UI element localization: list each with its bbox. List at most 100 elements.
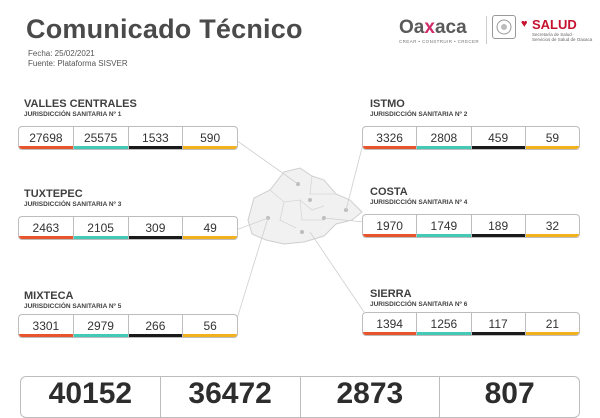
region-stat-cell: 2979 [72,315,128,337]
region-stats-box: 1394 1256 117 21 [362,312,580,336]
region-stat-cell: 1749 [416,215,471,237]
region-stat-value: 2979 [87,319,114,333]
region-stat-value: 590 [200,131,221,145]
salud-word: SALUD [532,17,577,32]
region-header: SIERRA JURISDICCIÓN SANITARIA Nº 6 [370,288,586,308]
page-title: Comunicado Técnico [26,14,303,44]
region-stat-value: 2808 [430,131,458,145]
region-stat-cell: 3301 [19,315,73,337]
stat-color-bar [417,234,471,237]
region-stat-cell: 189 [470,215,525,237]
region-jurisdiction: JURISDICCIÓN SANITARIA Nº 3 [24,201,122,208]
region-stat-cell: 25575 [72,127,128,149]
region-stat-value: 32 [545,219,560,233]
region-stat-value: 49 [203,221,217,235]
stat-color-bar [128,334,183,337]
report-source: Fuente: Plataforma SISVER [28,59,128,68]
region-stat-value: 3326 [376,131,403,145]
region-stat-value: 117 [488,317,508,331]
region-stat-cell: 49 [182,217,237,239]
region-stat-cell: 459 [470,127,525,149]
state-seal-icon [492,15,516,39]
stat-color-bar [417,332,471,335]
region-name: ISTMO [370,98,405,110]
stat-color-bar [128,236,183,239]
region-stat-value: 189 [488,219,509,233]
oaxaca-logo-b: aca [434,17,467,38]
region-stat-cell: 32 [524,215,579,237]
totals-bar: 40152 36472 2873 807 [20,376,580,418]
stat-color-bar [471,234,525,237]
region-stat-value: 309 [145,221,166,235]
stat-color-bar [19,146,73,149]
region-stat-value: 2105 [87,221,114,235]
region-stat-value: 59 [545,131,560,145]
region-stat-cell: 21 [524,313,579,335]
stat-color-bar [73,146,128,149]
stat-color-bar [363,146,417,149]
region-stat-value: 3301 [32,319,60,333]
region-stat-value: 1394 [376,317,403,331]
region-name: TUXTEPEC [24,188,83,200]
stat-color-bar [363,234,417,237]
region-stat-value: 2463 [32,221,60,235]
region-stat-value: 25575 [83,131,118,145]
stat-color-bar [19,334,73,337]
salud-subtitle: Secretaría de Salud · Servicios de Salud… [532,32,593,42]
region-stat-value: 1749 [430,219,458,233]
region-stat-value: 1256 [430,317,458,331]
oaxaca-map [247,167,363,245]
heart-icon: ♥ [521,18,528,30]
stat-color-bar [73,334,128,337]
region-header: TUXTEPEC JURISDICCIÓN SANITARIA Nº 3 [24,188,240,208]
region-name: SIERRA [370,288,412,300]
oaxaca-logo-x: x [424,17,435,38]
total-deaths: 2873 [299,377,440,417]
region-name: COSTA [370,186,408,198]
region-stat-cell: 59 [524,127,579,149]
region-stats-box: 1970 1749 189 32 [362,214,580,238]
region-jurisdiction: JURISDICCIÓN SANITARIA Nº 1 [24,111,122,118]
region-jurisdiction: JURISDICCIÓN SANITARIA Nº 4 [370,199,468,206]
region-name: MIXTECA [24,290,74,302]
region-stat-value: 1970 [376,219,403,233]
region-name: VALLES CENTRALES [24,98,137,110]
region-stat-value: 21 [545,317,560,331]
region-stat-cell: 1394 [363,313,417,335]
region-stat-value: 27698 [29,131,63,145]
stat-color-bar [73,236,128,239]
region-stat-value: 266 [145,319,166,333]
region-stat-cell: 309 [127,217,183,239]
stat-color-bar [471,146,525,149]
region-stat-cell: 2463 [19,217,73,239]
region-stat-cell: 3326 [363,127,417,149]
stat-color-bar [471,332,525,335]
region-jurisdiction: JURISDICCIÓN SANITARIA Nº 5 [24,303,122,310]
region-stat-cell: 2105 [72,217,128,239]
stat-color-bar [128,146,183,149]
region-header: ISTMO JURISDICCIÓN SANITARIA Nº 2 [370,98,586,118]
region-stat-cell: 27698 [19,127,73,149]
stat-color-bar [417,146,471,149]
stat-color-bar [183,334,237,337]
stat-color-bar [525,332,579,335]
stat-color-bar [19,236,73,239]
stat-color-bar [525,146,579,149]
region-header: COSTA JURISDICCIÓN SANITARIA Nº 4 [370,186,586,206]
region-stat-value: 1533 [142,131,169,145]
oaxaca-logo-a: Oa [399,17,425,38]
stat-color-bar [525,234,579,237]
region-stat-value: 459 [488,131,509,145]
region-stats-box: 27698 25575 1533 590 [18,126,238,150]
stat-color-bar [183,236,237,239]
region-header: VALLES CENTRALES JURISDICCIÓN SANITARIA N… [24,98,240,118]
region-jurisdiction: JURISDICCIÓN SANITARIA Nº 2 [370,111,468,118]
region-stats-box: 3326 2808 459 59 [362,126,580,150]
total-recovered: 36472 [159,377,300,417]
region-stat-cell: 56 [182,315,237,337]
region-stat-cell: 590 [182,127,237,149]
region-stat-value: 56 [203,319,217,333]
region-stats-box: 3301 2979 266 56 [18,314,238,338]
region-stat-cell: 2808 [416,127,471,149]
total-confirmed: 40152 [48,377,133,410]
